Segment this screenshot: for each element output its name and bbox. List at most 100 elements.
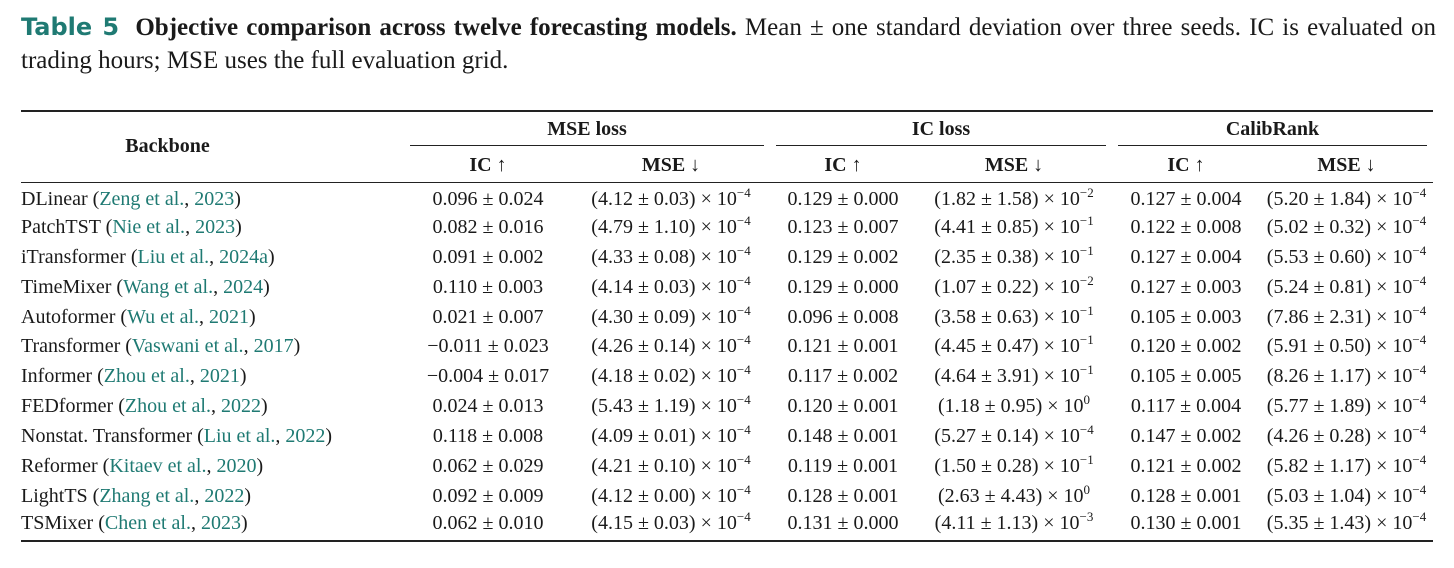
value-cell: 0.119 ± 0.001: [787, 454, 899, 477]
model-name-cell: DLinear (Zeng et al., 2023): [21, 188, 241, 211]
value-cell: (4.79 ± 1.10) × 10−4: [591, 212, 751, 238]
value-cell: 0.082 ± 0.016: [432, 215, 544, 238]
value-cell: (5.24 ± 0.81) × 10−4: [1266, 272, 1427, 298]
value-cell: (5.82 ± 1.17) × 10−4: [1266, 451, 1427, 477]
citation-author-link[interactable]: Zhang et al.: [99, 484, 195, 507]
value-cell: 0.091 ± 0.002: [432, 245, 544, 268]
value-cell: (8.26 ± 1.17) × 10−4: [1266, 362, 1427, 388]
citation-author-link[interactable]: Liu et al.: [137, 245, 210, 268]
value-cell: (4.33 ± 0.08) × 10−4: [591, 242, 751, 268]
value-cell: 0.021 ± 0.007: [432, 305, 544, 328]
citation-author-link[interactable]: Nie et al.: [112, 215, 186, 238]
citation-year-link[interactable]: 2023: [195, 215, 236, 238]
caption-title: Objective comparison across twelve forec…: [135, 14, 737, 41]
value-cell: (4.21 ± 0.10) × 10−4: [591, 451, 751, 477]
citation-author-link[interactable]: Vaswani et al.: [131, 335, 244, 358]
col-header-ic: IC ↑: [824, 153, 862, 176]
value-cell: 0.127 ± 0.004: [1130, 188, 1242, 211]
model-name-cell: Transformer (Vaswani et al., 2017): [21, 335, 301, 358]
value-cell: (5.43 ± 1.19) × 10−4: [591, 392, 751, 418]
value-cell: (4.26 ± 0.28) × 10−4: [1266, 422, 1427, 448]
backbone-header: Backbone: [125, 134, 210, 157]
value-cell: (4.11 ± 1.13) × 10−3: [934, 509, 1094, 535]
value-cell: 0.129 ± 0.000: [787, 188, 899, 211]
table-row: Reformer (Kitaev et al., 2020) 0.062 ± 0.…: [21, 452, 1433, 482]
model-name-cell: TSMixer (Chen et al., 2023): [21, 512, 248, 535]
citation-year-link[interactable]: 2022: [285, 425, 326, 448]
col-header-mse: MSE ↓: [641, 153, 701, 176]
citation-year-link[interactable]: 2022: [220, 395, 261, 418]
group-header-calibrank: CalibRank: [1112, 111, 1433, 148]
value-cell: 0.120 ± 0.002: [1130, 335, 1242, 358]
value-cell: (5.77 ± 1.89) × 10−4: [1266, 392, 1427, 418]
value-cell: 0.092 ± 0.009: [432, 484, 544, 507]
value-cell: (4.14 ± 0.03) × 10−4: [591, 272, 751, 298]
citation-author-link[interactable]: Zhou et al.: [103, 365, 190, 388]
value-cell: −0.011 ± 0.023: [427, 335, 549, 358]
value-cell: 0.129 ± 0.002: [787, 245, 899, 268]
citation-year-link[interactable]: 2024: [223, 275, 264, 298]
citation-author-link[interactable]: Kitaev et al.: [109, 454, 207, 477]
citation-author-link[interactable]: Chen et al.: [104, 512, 191, 535]
model-name-cell: iTransformer (Liu et al., 2024a): [21, 245, 275, 268]
value-cell: 0.120 ± 0.001: [787, 395, 899, 418]
value-cell: (7.86 ± 2.31) × 10−4: [1266, 302, 1427, 328]
citation-author-link[interactable]: Zeng et al.: [99, 188, 185, 211]
value-cell: (2.35 ± 0.38) × 10−1: [934, 242, 1094, 268]
value-cell: (1.50 ± 0.28) × 10−1: [934, 451, 1094, 477]
model-name-cell: PatchTST (Nie et al., 2023): [21, 215, 242, 238]
citation-year-link[interactable]: 2023: [200, 512, 241, 535]
value-cell: 0.105 ± 0.005: [1130, 365, 1242, 388]
table-row: Nonstat. Transformer (Liu et al., 2022) 0…: [21, 422, 1433, 452]
table-row: iTransformer (Liu et al., 2024a) 0.091 ± …: [21, 242, 1433, 272]
table-row: PatchTST (Nie et al., 2023) 0.082 ± 0.016…: [21, 212, 1433, 242]
value-cell: (2.63 ± 4.43) × 100: [937, 481, 1091, 507]
citation-year-link[interactable]: 2020: [216, 454, 257, 477]
value-cell: 0.148 ± 0.001: [787, 425, 899, 448]
citation-author-link[interactable]: Zhou et al.: [124, 395, 211, 418]
value-cell: 0.127 ± 0.003: [1130, 275, 1242, 298]
value-cell: 0.117 ± 0.002: [787, 365, 899, 388]
citation-year-link[interactable]: 2022: [204, 484, 245, 507]
value-cell: 0.024 ± 0.013: [432, 395, 544, 418]
citation-year-link[interactable]: 2021: [199, 365, 240, 388]
value-cell: 0.121 ± 0.002: [1130, 454, 1242, 477]
value-cell: (4.41 ± 0.85) × 10−1: [934, 212, 1094, 238]
table-label: Table 5: [21, 13, 120, 41]
value-cell: (1.07 ± 0.22) × 10−2: [934, 272, 1094, 298]
table-row: Transformer (Vaswani et al., 2017) −0.011…: [21, 332, 1433, 362]
value-cell: (4.18 ± 0.02) × 10−4: [591, 362, 751, 388]
model-name-cell: FEDformer (Zhou et al., 2022): [21, 395, 268, 418]
value-cell: (4.12 ± 0.03) × 10−4: [591, 185, 751, 211]
value-cell: 0.121 ± 0.001: [787, 335, 899, 358]
results-table: Backbone MSE loss IC loss CalibRank IC ↑…: [21, 110, 1433, 543]
value-cell: 0.131 ± 0.000: [787, 512, 899, 535]
col-header-ic: IC ↑: [469, 153, 507, 176]
value-cell: (1.82 ± 1.58) × 10−2: [934, 185, 1094, 211]
citation-year-link[interactable]: 2023: [194, 188, 235, 211]
value-cell: 0.117 ± 0.004: [1130, 395, 1242, 418]
value-cell: (3.58 ± 0.63) × 10−1: [934, 302, 1094, 328]
value-cell: (4.15 ± 0.03) × 10−4: [591, 509, 751, 535]
table-row: LightTS (Zhang et al., 2022) 0.092 ± 0.00…: [21, 481, 1433, 511]
caption-text: Mean ± one standard deviation over three…: [21, 14, 1436, 74]
citation-year-link[interactable]: 2021: [209, 305, 250, 328]
citation-author-link[interactable]: Wang et al.: [123, 275, 214, 298]
citation-author-link[interactable]: Wu et al.: [127, 305, 200, 328]
citation-author-link[interactable]: Liu et al.: [203, 425, 276, 448]
table-caption: Table 5 Objective comparison across twel…: [21, 11, 1436, 77]
value-cell: (4.64 ± 3.91) × 10−1: [934, 362, 1094, 388]
model-name-cell: Nonstat. Transformer (Liu et al., 2022): [21, 425, 333, 448]
value-cell: (4.26 ± 0.14) × 10−4: [591, 332, 751, 358]
value-cell: (4.45 ± 0.47) × 10−1: [934, 332, 1094, 358]
value-cell: 0.129 ± 0.000: [787, 275, 899, 298]
value-cell: −0.004 ± 0.017: [426, 365, 550, 388]
value-cell: 0.118 ± 0.008: [432, 425, 544, 448]
value-cell: 0.122 ± 0.008: [1130, 215, 1242, 238]
value-cell: 0.130 ± 0.001: [1130, 512, 1242, 535]
model-name-cell: TimeMixer (Wang et al., 2024): [21, 275, 270, 298]
citation-year-link[interactable]: 2017: [253, 335, 294, 358]
citation-year-link[interactable]: 2024a: [219, 245, 269, 268]
value-cell: 0.105 ± 0.003: [1130, 305, 1242, 328]
value-cell: 0.128 ± 0.001: [1130, 484, 1242, 507]
